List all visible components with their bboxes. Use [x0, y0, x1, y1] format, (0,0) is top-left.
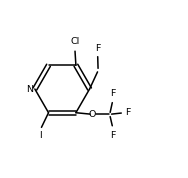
- Text: F: F: [95, 44, 100, 53]
- Text: Cl: Cl: [71, 37, 80, 46]
- Text: O: O: [89, 110, 96, 119]
- Text: I: I: [39, 131, 42, 140]
- Text: F: F: [110, 131, 115, 140]
- Text: F: F: [125, 108, 131, 117]
- Text: F: F: [110, 89, 115, 98]
- Text: N: N: [26, 85, 33, 93]
